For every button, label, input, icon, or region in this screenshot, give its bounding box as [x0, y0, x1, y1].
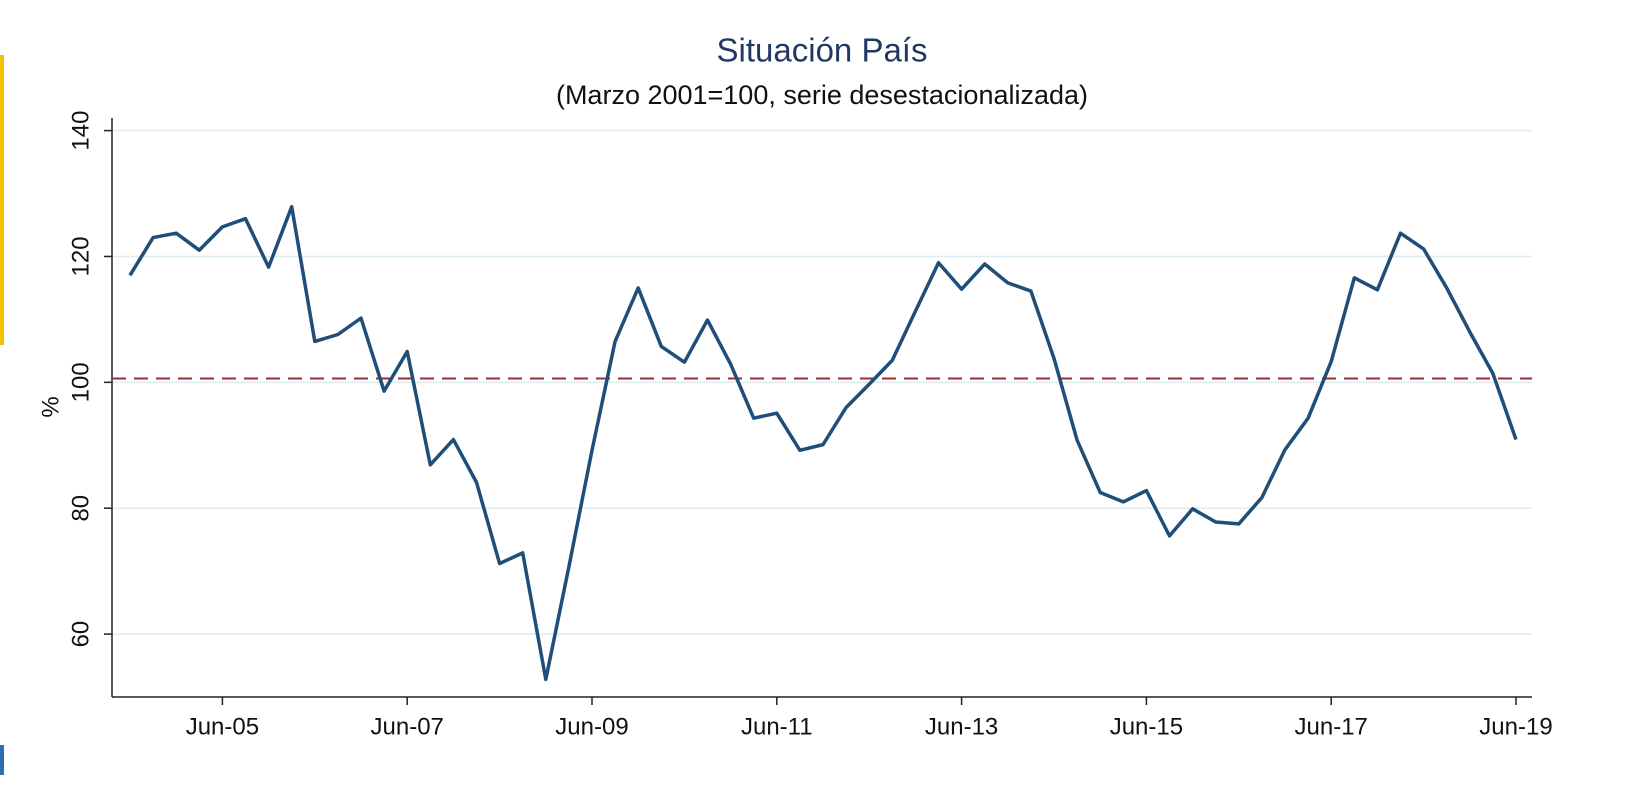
x-tick-label: Jun-05 — [186, 713, 259, 740]
y-tick-label: 140 — [67, 111, 94, 151]
x-tick-label: Jun-09 — [555, 713, 628, 740]
y-tick-label: 80 — [67, 495, 94, 522]
x-tick-label: Jun-19 — [1479, 713, 1552, 740]
chart-title: Situación País — [717, 32, 928, 69]
x-tick-label: Jun-15 — [1110, 713, 1183, 740]
x-tick-label: Jun-11 — [741, 713, 813, 740]
edge-strip — [0, 55, 4, 345]
y-tick-label: 60 — [67, 621, 94, 648]
y-tick-label: 100 — [67, 362, 94, 402]
chart-subtitle: (Marzo 2001=100, serie desestacionalizad… — [556, 80, 1088, 110]
line-series — [128, 204, 1518, 682]
x-tick-label: Jun-13 — [925, 713, 998, 740]
y-tick-label: 120 — [67, 236, 94, 276]
x-tick-label: Jun-07 — [371, 713, 444, 740]
y-axis-label: % — [37, 396, 64, 417]
x-tick-label: Jun-17 — [1295, 713, 1368, 740]
edge-strip — [0, 745, 4, 775]
